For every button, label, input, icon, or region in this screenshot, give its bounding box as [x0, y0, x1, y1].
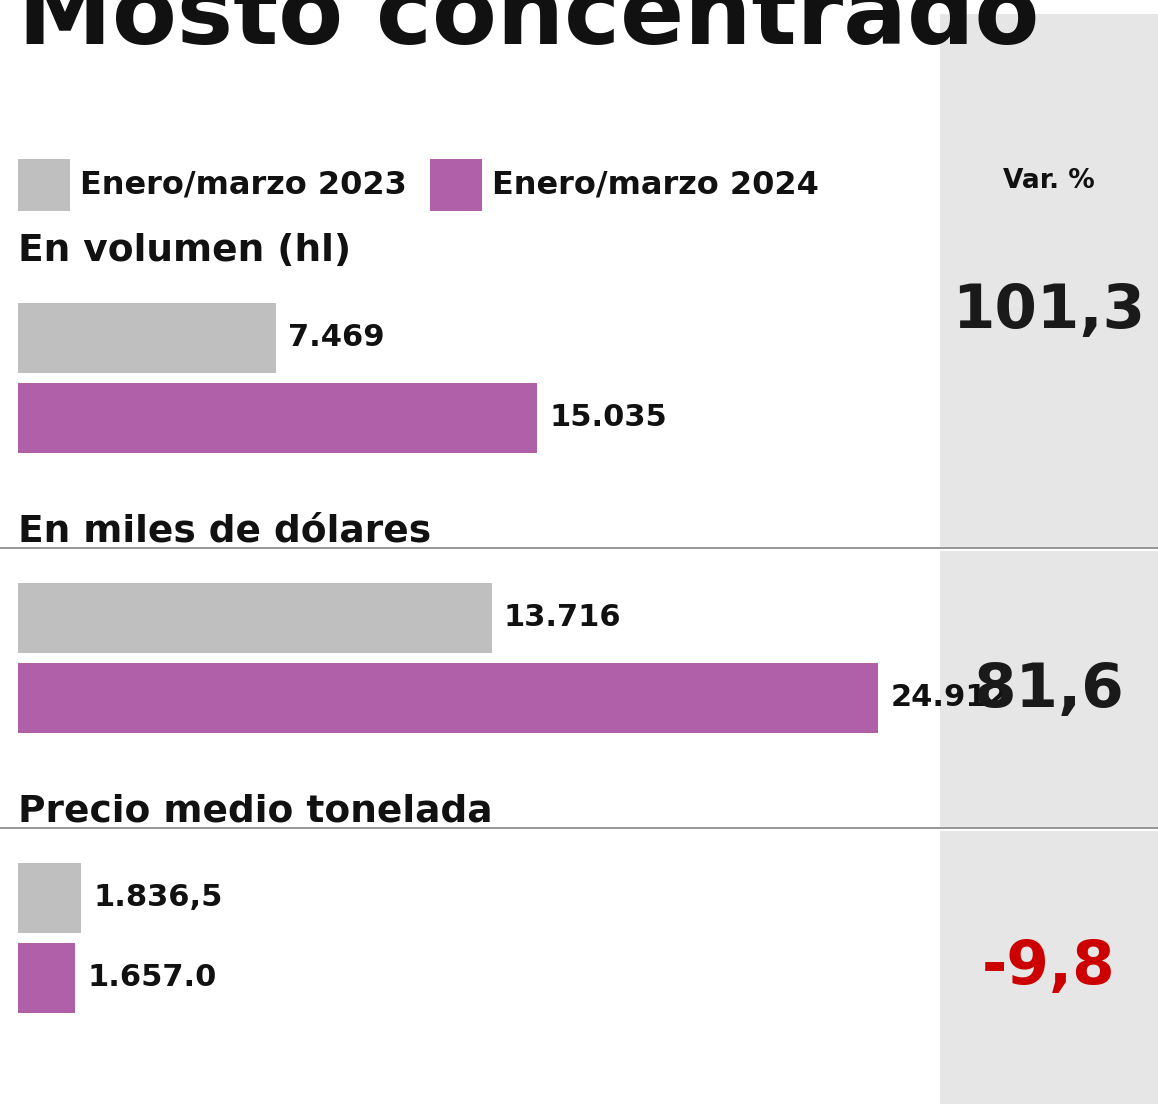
Text: Var. %: Var. %: [1003, 168, 1094, 194]
Text: 7.469: 7.469: [288, 323, 384, 352]
Text: 1.836,5: 1.836,5: [94, 883, 222, 913]
Text: Enero/marzo 2023: Enero/marzo 2023: [80, 170, 406, 201]
Text: 101,3: 101,3: [952, 282, 1145, 341]
Text: -9,8: -9,8: [982, 938, 1116, 997]
Text: 13.716: 13.716: [504, 604, 622, 633]
Text: 15.035: 15.035: [549, 403, 667, 433]
Text: 81,6: 81,6: [974, 660, 1124, 720]
Text: Precio medio tonelada: Precio medio tonelada: [19, 793, 492, 829]
Text: En volumen (hl): En volumen (hl): [19, 233, 351, 269]
Text: 24.912: 24.912: [891, 683, 1009, 712]
Text: En miles de dólares: En miles de dólares: [19, 513, 431, 549]
Text: 1.657.0: 1.657.0: [87, 964, 217, 992]
Text: Mosto concentrado: Mosto concentrado: [19, 0, 1040, 64]
Text: Enero/marzo 2024: Enero/marzo 2024: [492, 170, 819, 201]
